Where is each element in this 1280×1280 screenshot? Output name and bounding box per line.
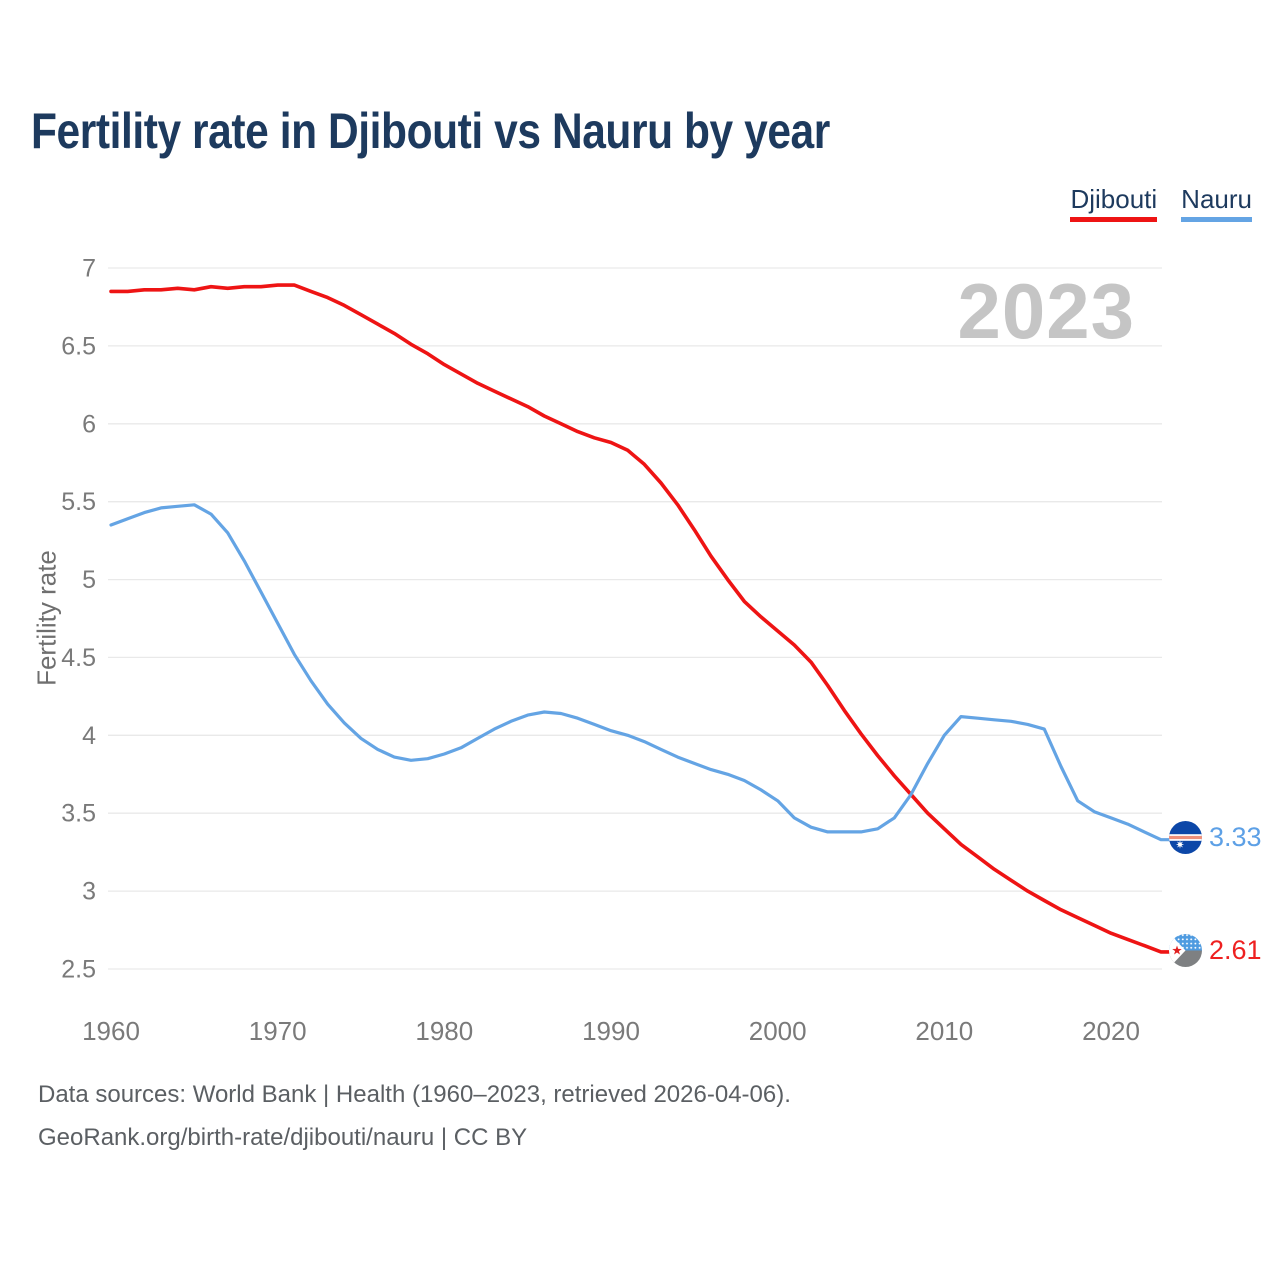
svg-text:2.5: 2.5 [61, 956, 96, 984]
svg-text:2000: 2000 [749, 1016, 807, 1046]
footer-attribution-line: GeoRank.org/birth-rate/djibouti/nauru | … [38, 1123, 528, 1151]
svg-text:6.5: 6.5 [61, 332, 96, 360]
footer-sources-line: Data sources: World Bank | Health (1960–… [38, 1081, 791, 1108]
legend-label-nauru: Nauru [1181, 184, 1252, 214]
svg-text:5.5: 5.5 [61, 488, 96, 516]
svg-text:1990: 1990 [582, 1016, 640, 1046]
legend-underline-djibouti [1070, 217, 1158, 222]
legend-item-djibouti[interactable]: Djibouti [1070, 184, 1158, 222]
legend-item-nauru[interactable]: Nauru [1181, 186, 1252, 222]
svg-text:1970: 1970 [249, 1016, 307, 1046]
djibouti-latest-value: 2.61 [1209, 935, 1262, 965]
legend-underline-nauru [1181, 217, 1252, 222]
svg-text:1960: 1960 [82, 1016, 140, 1046]
svg-text:3: 3 [82, 878, 96, 906]
svg-text:6: 6 [82, 410, 96, 438]
svg-text:2020: 2020 [1082, 1016, 1140, 1046]
svg-text:1980: 1980 [415, 1016, 473, 1046]
nauru-flag-icon [1169, 821, 1202, 854]
svg-text:4: 4 [82, 722, 96, 750]
svg-text:2010: 2010 [915, 1016, 973, 1046]
svg-text:4.5: 4.5 [61, 644, 96, 672]
footer: Data sources: World Bank | Health (1960–… [38, 1074, 791, 1159]
page-title: Fertility rate in Djibouti vs Nauru by y… [31, 103, 830, 159]
legend-label-djibouti: Djibouti [1070, 184, 1158, 214]
svg-text:3.5: 3.5 [61, 800, 96, 828]
nauru-latest-value: 3.33 [1209, 822, 1262, 852]
legend: Djibouti Nauru [1070, 186, 1252, 222]
djibouti-flag-icon [1169, 934, 1202, 967]
end-label-djibouti: 2.61 [1169, 934, 1262, 967]
watermark-year: 2023 [957, 267, 1135, 355]
svg-text:7: 7 [82, 255, 96, 283]
end-label-nauru: 3.33 [1169, 821, 1262, 854]
svg-text:5: 5 [82, 566, 96, 594]
